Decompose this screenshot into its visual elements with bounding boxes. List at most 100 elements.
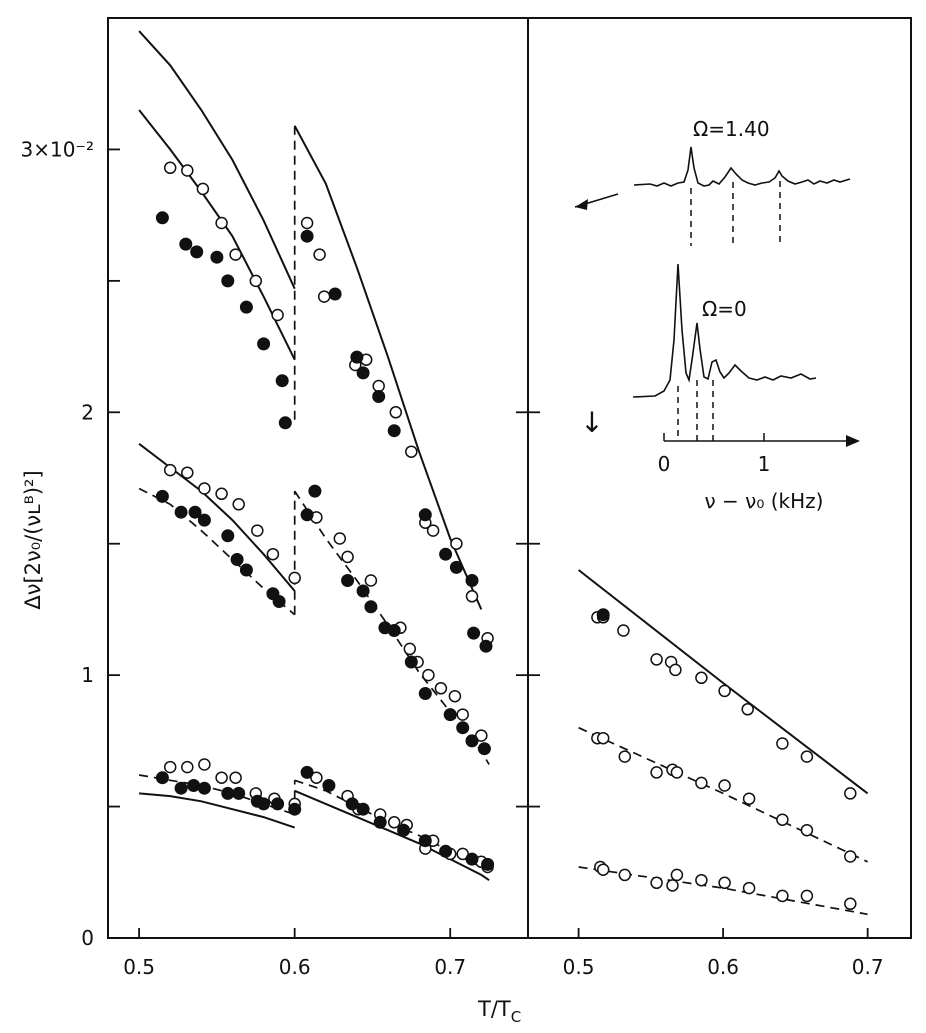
left-open-point-52 bbox=[387, 816, 401, 829]
right-panel-down-arrow: ↓ bbox=[580, 406, 603, 439]
right-open-point-9 bbox=[776, 737, 789, 750]
left-arrowhead bbox=[575, 199, 588, 210]
left-curve-0-segment-0 bbox=[138, 30, 296, 290]
left-filled-point-41 bbox=[465, 734, 479, 748]
right-open-point-29 bbox=[670, 868, 684, 882]
left-open-point-17 bbox=[450, 537, 463, 550]
left-filled-point-18 bbox=[465, 574, 479, 587]
left-open-point-42 bbox=[198, 758, 211, 771]
left-filled-point-30 bbox=[300, 508, 314, 522]
right-panel-frame bbox=[527, 17, 912, 939]
left-open-point-31 bbox=[364, 574, 378, 587]
left-filled-point-4 bbox=[221, 274, 235, 288]
left-filled-point-33 bbox=[356, 584, 370, 598]
left-filled-point-61 bbox=[465, 852, 479, 866]
left-curve-6-segment-0 bbox=[138, 774, 295, 816]
left-filled-point-26 bbox=[230, 553, 244, 566]
y-axis-title: Δν[2ν₀/(νʟᴮ)²] bbox=[21, 470, 45, 609]
left-filled-point-59 bbox=[418, 834, 432, 848]
left-curve-5-segment-1 bbox=[294, 789, 490, 882]
right-filled-point-0 bbox=[596, 608, 610, 622]
right-open-point-26 bbox=[618, 868, 632, 882]
left-filled-point-19 bbox=[467, 626, 481, 640]
left-x-tick-label-0: 0.5 bbox=[123, 955, 155, 979]
left-open-point-39 bbox=[475, 729, 488, 742]
left-filled-point-52 bbox=[288, 802, 302, 816]
left-filled-point-0 bbox=[155, 211, 169, 225]
right-panel-x-ticks: 0.5 0.6 0.7 bbox=[563, 928, 884, 979]
left-curve-0-segment-1 bbox=[293, 125, 483, 610]
left-filled-point-22 bbox=[174, 505, 188, 519]
left-open-point-36 bbox=[434, 682, 448, 695]
right-panel-points bbox=[591, 608, 857, 911]
left-filled-point-21 bbox=[155, 489, 169, 503]
spectrum-omega-140 bbox=[633, 146, 851, 187]
left-open-point-33 bbox=[403, 642, 417, 656]
left-open-point-20 bbox=[163, 463, 177, 477]
left-open-point-24 bbox=[232, 498, 245, 511]
left-filled-point-58 bbox=[397, 823, 411, 837]
left-open-point-16 bbox=[426, 524, 440, 537]
right-open-point-25 bbox=[596, 863, 610, 876]
left-panel-points bbox=[155, 161, 495, 874]
left-filled-point-6 bbox=[257, 337, 271, 351]
left-panel-curves bbox=[138, 30, 490, 882]
left-filled-point-36 bbox=[387, 624, 401, 637]
left-x-tick-label-1: 0.6 bbox=[279, 955, 311, 979]
x-axis-title-main: T/TC bbox=[477, 997, 521, 1026]
left-filled-point-47 bbox=[221, 786, 235, 800]
left-filled-point-29 bbox=[272, 595, 286, 608]
left-open-point-1 bbox=[181, 164, 194, 177]
left-curve-3-segment-0 bbox=[138, 443, 296, 592]
left-filled-point-34 bbox=[364, 600, 378, 614]
left-y-tick-label-0: 0 bbox=[81, 926, 94, 950]
left-filled-point-3 bbox=[210, 250, 224, 264]
left-open-point-0 bbox=[163, 161, 177, 175]
right-open-point-5 bbox=[669, 663, 682, 677]
left-open-point-35 bbox=[422, 668, 435, 682]
right-open-point-11 bbox=[844, 787, 857, 800]
right-open-point-31 bbox=[718, 876, 731, 890]
right-panel: 0.5 0.6 0.7 ↓ bbox=[516, 17, 912, 979]
right-panel-curves bbox=[577, 569, 869, 916]
left-filled-point-37 bbox=[404, 655, 418, 669]
inset-x-tick-label-0: 0 bbox=[658, 452, 671, 476]
right-open-point-20 bbox=[742, 792, 756, 805]
left-open-point-27 bbox=[288, 571, 301, 585]
left-filled-point-42 bbox=[477, 742, 491, 756]
left-open-point-6 bbox=[271, 308, 284, 322]
left-filled-point-32 bbox=[341, 574, 355, 587]
left-filled-point-27 bbox=[239, 563, 253, 577]
left-open-point-5 bbox=[249, 274, 263, 288]
left-curve-5-segment-0 bbox=[139, 792, 296, 829]
right-open-point-3 bbox=[650, 653, 663, 666]
left-filled-point-11 bbox=[350, 350, 364, 364]
left-curve-1-segment-0 bbox=[138, 109, 296, 361]
left-filled-point-7 bbox=[275, 374, 289, 388]
left-panel-x-ticks: 0.5 0.6 0.7 bbox=[123, 928, 466, 979]
left-filled-point-24 bbox=[197, 513, 211, 527]
right-open-point-30 bbox=[695, 873, 708, 887]
left-open-point-13 bbox=[389, 406, 403, 419]
right-open-point-28 bbox=[666, 879, 679, 892]
right-open-point-8 bbox=[741, 703, 754, 716]
left-filled-point-50 bbox=[257, 797, 271, 811]
left-open-point-37 bbox=[448, 689, 462, 703]
left-filled-point-43 bbox=[155, 771, 169, 785]
left-open-point-29 bbox=[333, 532, 347, 545]
left-open-point-22 bbox=[198, 482, 211, 495]
right-open-point-13 bbox=[596, 731, 610, 745]
left-open-point-2 bbox=[196, 182, 210, 196]
right-open-point-14 bbox=[618, 750, 632, 763]
right-open-point-34 bbox=[800, 889, 814, 903]
left-filled-point-44 bbox=[174, 781, 188, 795]
left-panel-y-ticks: 0 1 2 3×10⁻² bbox=[20, 137, 120, 950]
left-open-point-30 bbox=[341, 550, 354, 564]
right-open-point-17 bbox=[670, 766, 684, 779]
left-open-point-18 bbox=[465, 590, 479, 603]
left-y-tick-label-6: 3×10⁻² bbox=[20, 137, 94, 161]
left-open-point-23 bbox=[215, 487, 228, 501]
right-open-point-35 bbox=[844, 897, 857, 911]
left-filled-point-53 bbox=[300, 765, 314, 779]
left-filled-point-16 bbox=[439, 547, 453, 561]
